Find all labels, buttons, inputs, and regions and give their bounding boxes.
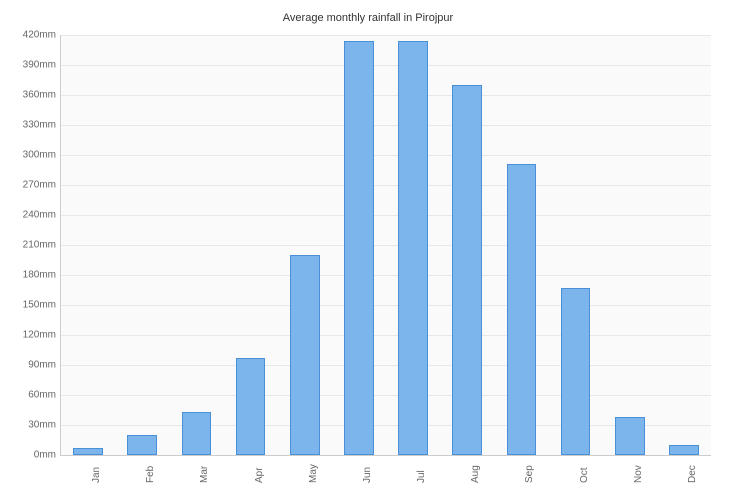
x-tick-label: Apr xyxy=(254,467,265,483)
bar xyxy=(615,417,645,455)
y-tick-label: 180mm xyxy=(6,270,56,281)
y-tick-label: 150mm xyxy=(6,300,56,311)
y-tick-label: 120mm xyxy=(6,330,56,341)
y-tick-label: 240mm xyxy=(6,210,56,221)
bar xyxy=(669,445,699,455)
y-tick-label: 0mm xyxy=(6,450,56,461)
gridline xyxy=(61,185,711,186)
gridline xyxy=(61,35,711,36)
bar xyxy=(344,41,374,455)
x-tick-label: May xyxy=(308,464,319,483)
y-tick-label: 360mm xyxy=(6,90,56,101)
bar xyxy=(73,448,103,455)
x-tick-label: Mar xyxy=(199,466,210,483)
gridline xyxy=(61,215,711,216)
y-tick-label: 90mm xyxy=(6,360,56,371)
gridline xyxy=(61,245,711,246)
bar xyxy=(182,412,212,455)
plot-area xyxy=(60,35,711,456)
gridline xyxy=(61,395,711,396)
gridline xyxy=(61,365,711,366)
x-tick-label: Dec xyxy=(687,465,698,483)
x-tick-label: Jun xyxy=(362,467,373,483)
x-tick-label: Nov xyxy=(633,465,644,483)
y-tick-label: 390mm xyxy=(6,60,56,71)
y-tick-label: 270mm xyxy=(6,180,56,191)
rainfall-chart: Average monthly rainfall in Pirojpur 0mm… xyxy=(0,0,736,500)
x-tick-label: Jan xyxy=(91,467,102,483)
gridline xyxy=(61,275,711,276)
bar xyxy=(507,164,537,455)
chart-title: Average monthly rainfall in Pirojpur xyxy=(0,12,736,24)
gridline xyxy=(61,65,711,66)
y-tick-label: 30mm xyxy=(6,420,56,431)
y-tick-label: 420mm xyxy=(6,30,56,41)
gridline xyxy=(61,335,711,336)
gridline xyxy=(61,155,711,156)
bar xyxy=(236,358,266,455)
gridline xyxy=(61,305,711,306)
y-tick-label: 210mm xyxy=(6,240,56,251)
x-tick-label: Aug xyxy=(470,465,481,483)
y-tick-label: 330mm xyxy=(6,120,56,131)
x-tick-label: Jul xyxy=(416,470,427,483)
y-tick-label: 60mm xyxy=(6,390,56,401)
x-tick-label: Sep xyxy=(524,465,535,483)
bar xyxy=(561,288,591,455)
x-tick-label: Feb xyxy=(145,466,156,483)
gridline xyxy=(61,95,711,96)
y-tick-label: 300mm xyxy=(6,150,56,161)
bar xyxy=(452,85,482,455)
gridline xyxy=(61,425,711,426)
bar xyxy=(398,41,428,455)
gridline xyxy=(61,125,711,126)
bar xyxy=(127,435,157,455)
bar xyxy=(290,255,320,455)
x-tick-label: Oct xyxy=(579,467,590,483)
